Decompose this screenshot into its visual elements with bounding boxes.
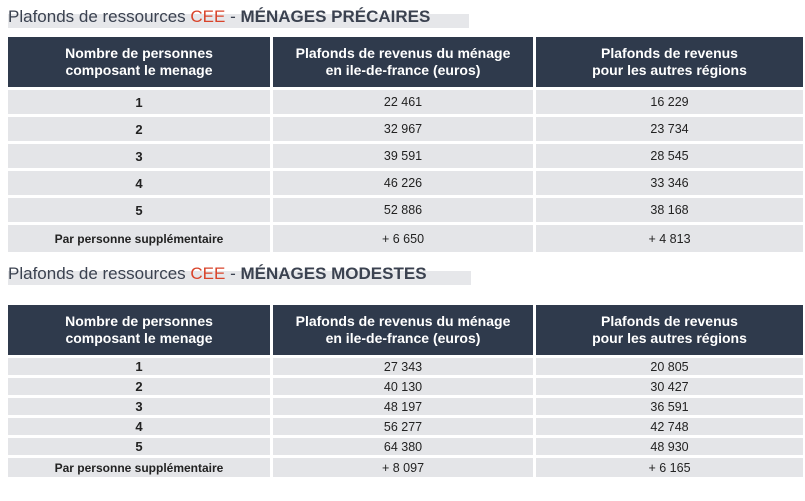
header-line: Plafonds de revenus du ménage [295,45,511,61]
header-line: Plafonds de revenus [601,313,738,329]
header-line: composant le menage [65,330,213,346]
header-household-size: Nombre de personnes composant le menage [8,37,270,87]
title-text: Plafonds de ressources CEE - MÉNAGES PRÉ… [8,7,430,26]
table-header-row: Nombre de personnes composant le menage P… [8,37,803,87]
header-line: Plafonds de revenus du ménage [295,313,511,329]
table-modestes: Nombre de personnes composant le menage P… [5,302,805,480]
cell-regions: 36 591 [536,398,803,415]
cell-regions: 33 346 [536,171,803,195]
cell-regions: 42 748 [536,418,803,435]
cell-idf: 27 343 [273,358,533,375]
cell-idf: 39 591 [273,144,533,168]
table-row-extra-person: Par personne supplémentaire + 8 097 + 6 16… [8,458,803,477]
table-row: 3 39 591 28 545 [8,144,803,168]
cell-regions: 38 168 [536,198,803,222]
title-separator: - [225,7,241,26]
table-row: 2 40 130 30 427 [8,378,803,395]
cell-persons: Par personne supplémentaire [8,225,270,252]
table-row: 3 48 197 36 591 [8,398,803,415]
cell-persons: 4 [8,418,270,435]
cell-persons: 5 [8,438,270,455]
table-row: 4 56 277 42 748 [8,418,803,435]
title-prefix: Plafonds de ressources [8,7,191,26]
title-prefix: Plafonds de ressources [8,264,191,283]
table-header-row: Nombre de personnes composant le menage P… [8,305,803,355]
title-underline-bar [8,271,471,285]
header-line: Plafonds de revenus [601,45,738,61]
header-other-regions: Plafonds de revenus pour les autres régio… [536,305,803,355]
cell-idf: + 8 097 [273,458,533,477]
cell-persons: 2 [8,117,270,141]
cell-regions: 28 545 [536,144,803,168]
header-line: en ile-de-france (euros) [325,62,481,78]
cell-idf: 64 380 [273,438,533,455]
cell-idf: 48 197 [273,398,533,415]
cell-persons: Par personne supplémentaire [8,458,270,477]
header-line: pour les autres régions [592,330,747,346]
table-row: 5 52 886 38 168 [8,198,803,222]
cell-regions: + 6 165 [536,458,803,477]
cell-idf: 46 226 [273,171,533,195]
table-precaires: Nombre de personnes composant le menage P… [5,34,805,255]
table-row-extra-person: Par personne supplémentaire + 6 650 + 4 81… [8,225,803,252]
title-caps: MÉNAGES PRÉCAIRES [240,7,431,26]
title-text: Plafonds de ressources CEE - MÉNAGES MOD… [8,264,427,283]
header-other-regions: Plafonds de revenus pour les autres régio… [536,37,803,87]
cell-persons: 3 [8,144,270,168]
cell-regions: 48 930 [536,438,803,455]
header-line: Nombre de personnes [65,313,213,329]
cell-persons: 2 [8,378,270,395]
table-row: 5 64 380 48 930 [8,438,803,455]
cell-idf: 52 886 [273,198,533,222]
table-row: 2 32 967 23 734 [8,117,803,141]
cell-persons: 1 [8,358,270,375]
table-row: 1 22 461 16 229 [8,90,803,114]
header-line: Nombre de personnes [65,45,213,61]
section-title-precaires: Plafonds de ressources CEE - MÉNAGES PRÉ… [8,6,469,28]
header-line: en ile-de-france (euros) [325,330,481,346]
title-separator: - [225,264,241,283]
cell-persons: 1 [8,90,270,114]
cell-regions: 16 229 [536,90,803,114]
header-line: composant le menage [65,62,213,78]
title-caps: MÉNAGES MODESTES [240,264,427,283]
cell-idf: 56 277 [273,418,533,435]
table-row: 1 27 343 20 805 [8,358,803,375]
cell-regions: 20 805 [536,358,803,375]
cell-persons: 3 [8,398,270,415]
header-idf-income: Plafonds de revenus du ménage en ile-de-f… [273,37,533,87]
cell-regions: 30 427 [536,378,803,395]
cell-idf: + 6 650 [273,225,533,252]
title-underline-bar [8,14,469,28]
header-line: pour les autres régions [592,62,747,78]
title-accent: CEE [190,264,226,283]
table-row: 4 46 226 33 346 [8,171,803,195]
cell-persons: 4 [8,171,270,195]
header-idf-income: Plafonds de revenus du ménage en ile-de-f… [273,305,533,355]
section-title-modestes: Plafonds de ressources CEE - MÉNAGES MOD… [8,263,471,285]
cell-regions: 23 734 [536,117,803,141]
cell-idf: 32 967 [273,117,533,141]
cell-idf: 40 130 [273,378,533,395]
header-household-size: Nombre de personnes composant le menage [8,305,270,355]
cell-persons: 5 [8,198,270,222]
cell-regions: + 4 813 [536,225,803,252]
cell-idf: 22 461 [273,90,533,114]
title-accent: CEE [190,7,226,26]
